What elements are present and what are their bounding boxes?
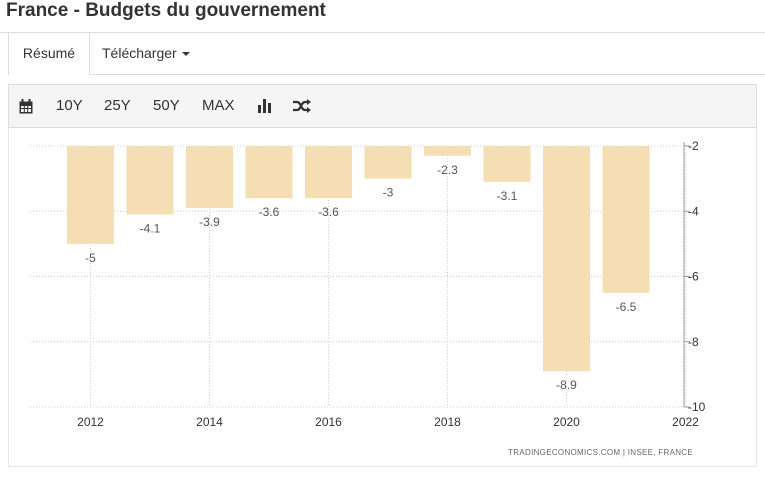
title-divider [0, 32, 765, 33]
page-title: France - Budgets du gouvernement [6, 0, 326, 21]
calendar-icon[interactable] [19, 85, 33, 127]
range-10y-button[interactable]: 10Y [56, 97, 83, 114]
range-50y-button[interactable]: 50Y [153, 97, 180, 114]
chart-container [8, 127, 757, 467]
tab-resume[interactable]: Résumé [8, 33, 90, 75]
range-25y-button[interactable]: 25Y [104, 97, 131, 114]
tab-telecharger[interactable]: Télécharger [102, 33, 190, 74]
tab-bar: Résumé Télécharger [8, 33, 765, 75]
bar-chart-icon[interactable] [258, 85, 273, 127]
range-max-button[interactable]: MAX [202, 97, 235, 114]
tab-telecharger-label: Télécharger [102, 45, 177, 61]
shuffle-icon[interactable] [293, 85, 311, 127]
chart-toolbar: 10Y 25Y 50Y MAX [8, 84, 757, 128]
caret-down-icon [181, 52, 190, 57]
